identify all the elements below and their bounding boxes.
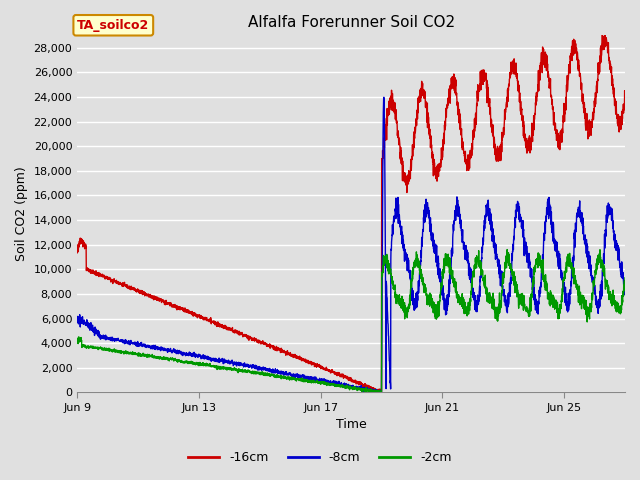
Legend: -16cm, -8cm, -2cm: -16cm, -8cm, -2cm [183, 446, 457, 469]
Title: Alfalfa Forerunner Soil CO2: Alfalfa Forerunner Soil CO2 [248, 15, 454, 30]
X-axis label: Time: Time [336, 419, 367, 432]
Text: TA_soilco2: TA_soilco2 [77, 19, 149, 32]
Y-axis label: Soil CO2 (ppm): Soil CO2 (ppm) [15, 167, 28, 261]
